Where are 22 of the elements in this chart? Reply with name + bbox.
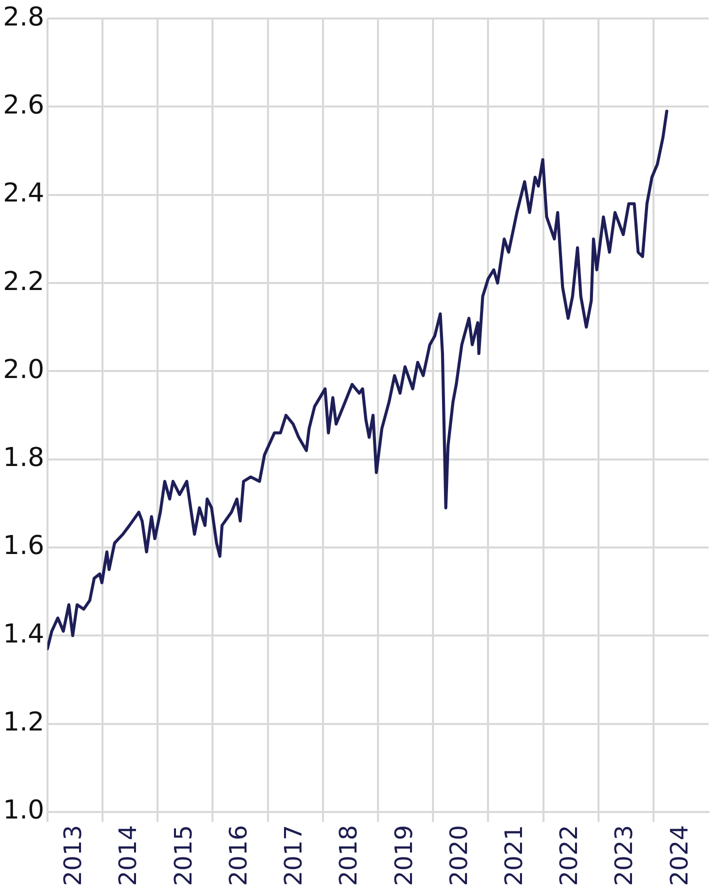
- y-tick-label: 1.2: [2, 708, 44, 738]
- x-tick-label: 2024: [665, 824, 694, 886]
- x-tick-label: 2015: [169, 824, 198, 886]
- y-tick-label: 1.4: [2, 619, 44, 650]
- x-tick-label: 2016: [224, 824, 252, 886]
- y-tick-label: 2.6: [2, 90, 44, 120]
- x-tick-label: 2019: [390, 824, 418, 886]
- x-tick-label: 2021: [500, 824, 528, 886]
- y-tick-label: 1.6: [2, 531, 44, 562]
- x-tick-label: 2020: [444, 824, 473, 886]
- x-tick-label: 2017: [280, 824, 308, 886]
- x-tick-label: 2023: [610, 824, 638, 886]
- y-tick-label: 2.2: [2, 266, 44, 297]
- y-tick-label: 2.0: [2, 354, 44, 385]
- x-tick-label: 2013: [59, 824, 88, 886]
- y-tick-label: 1.0: [2, 796, 44, 826]
- y-tick-label: 1.8: [2, 443, 44, 474]
- y-tick-label: 2.8: [2, 2, 44, 32]
- x-tick-label: 2014: [114, 824, 142, 886]
- x-tick-label: 2022: [555, 824, 584, 886]
- x-tick-label: 2018: [334, 824, 363, 886]
- y-tick-label: 2.4: [2, 178, 44, 209]
